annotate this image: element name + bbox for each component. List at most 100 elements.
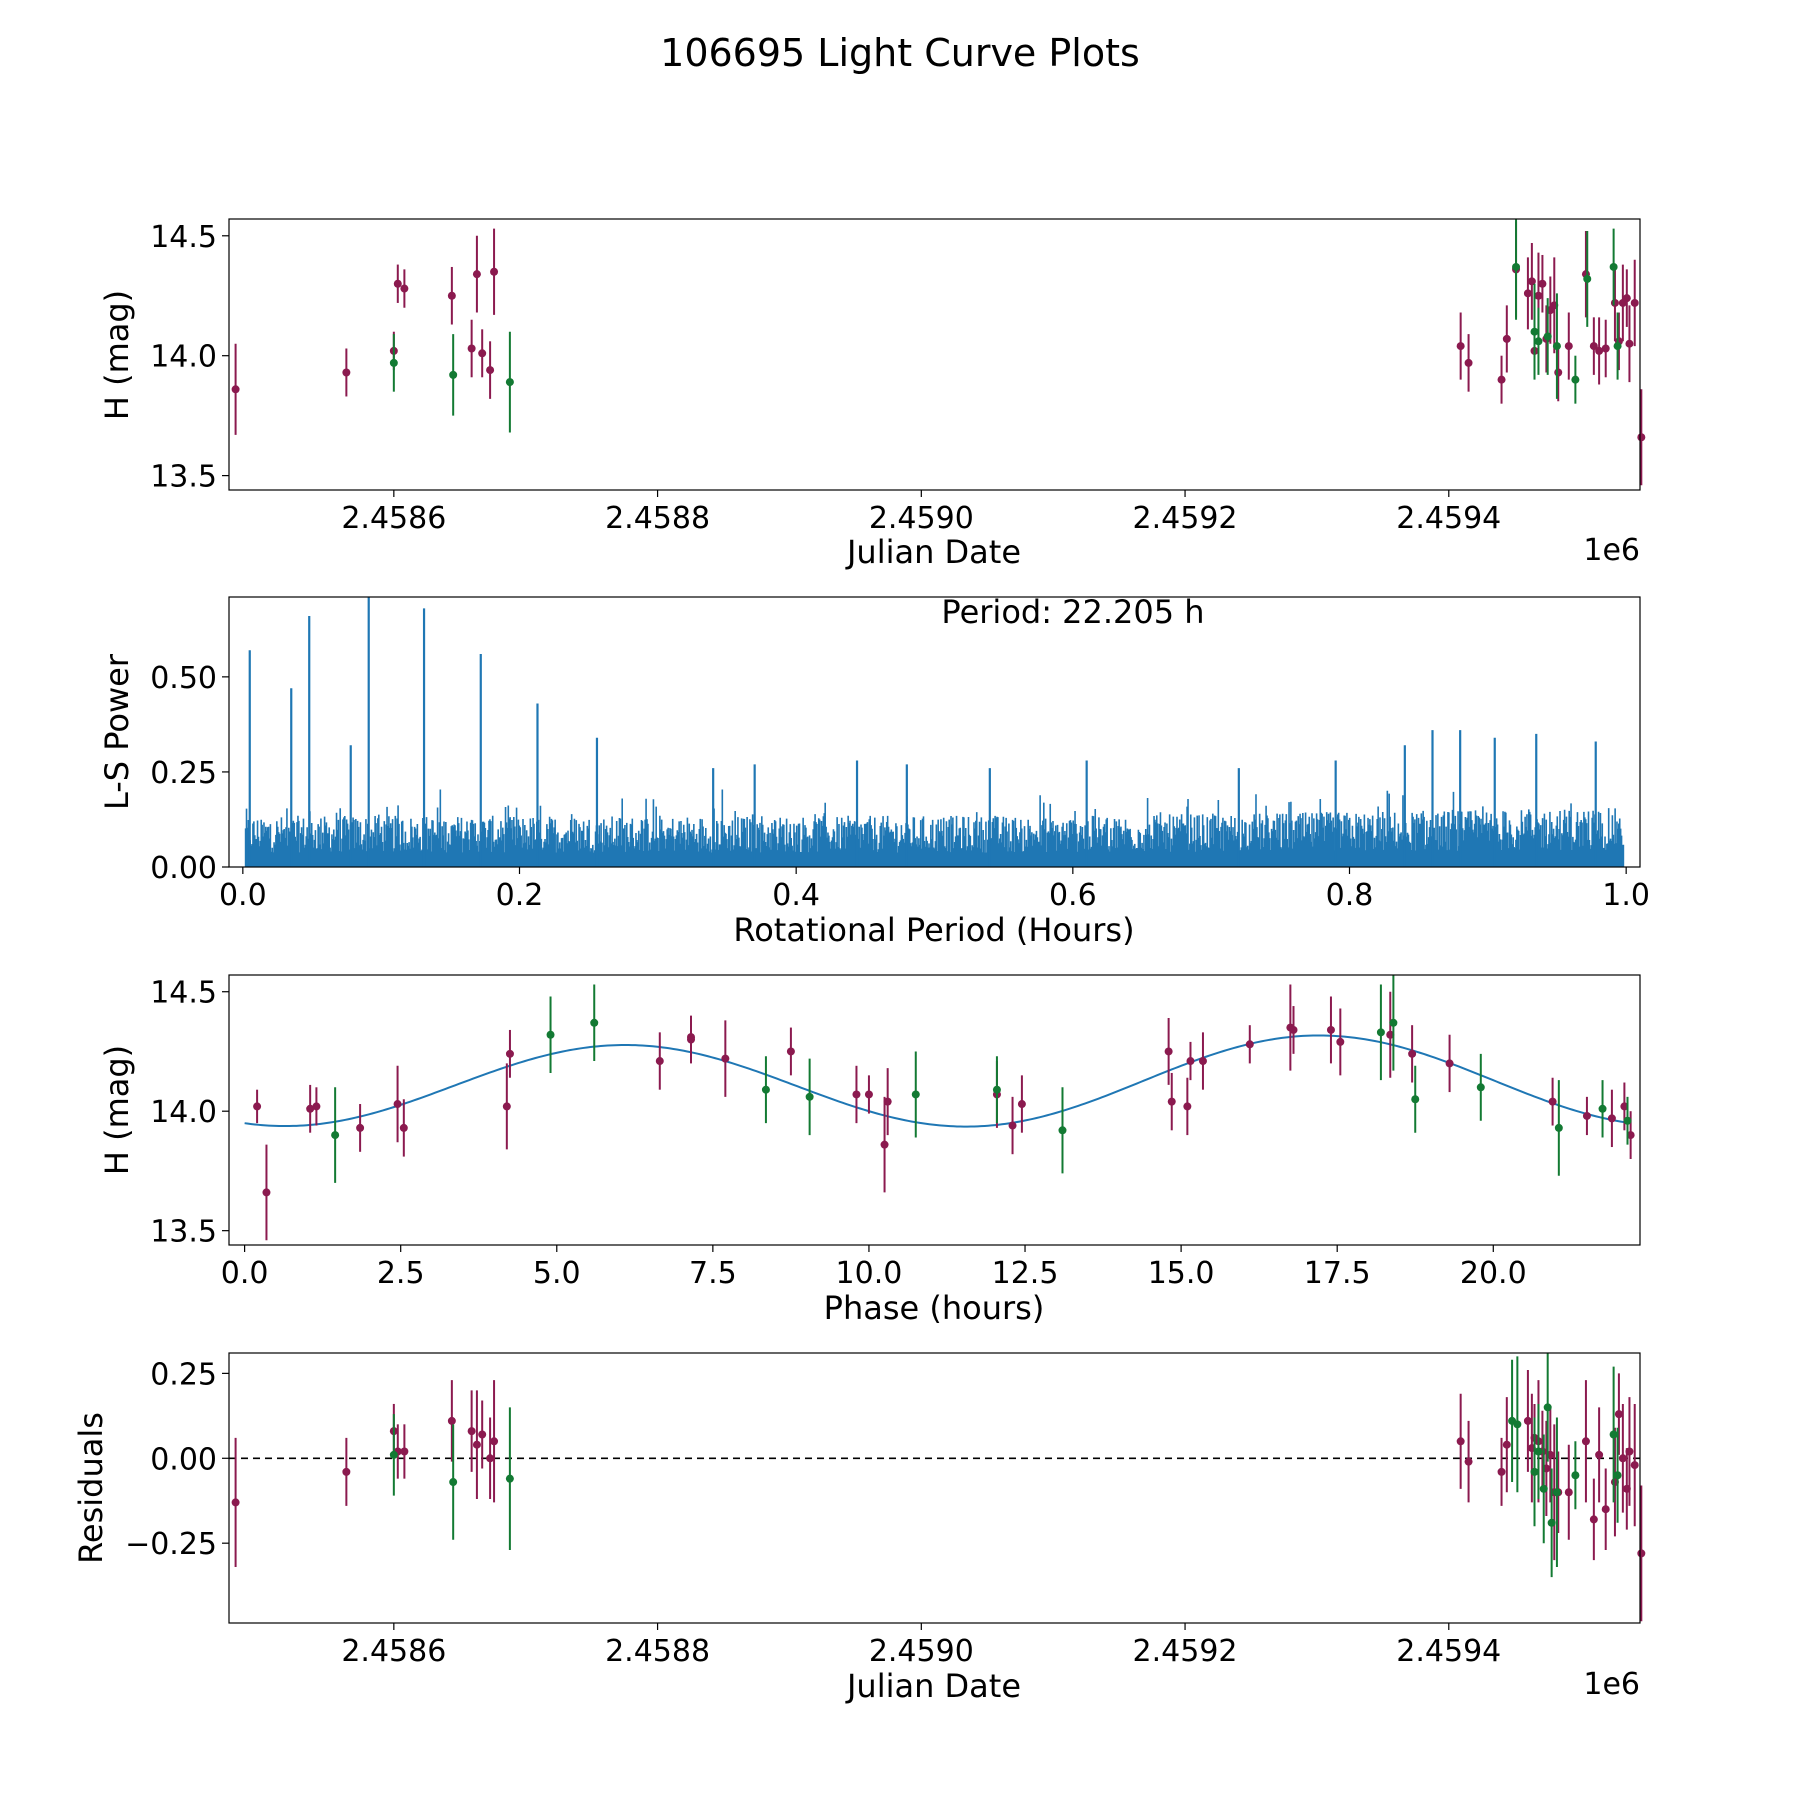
light-curve-point-r <box>1622 294 1631 303</box>
phased-xtick-label: 20.0 <box>1460 1256 1527 1291</box>
phased-point-r <box>1326 1025 1335 1034</box>
phased-ytick-label: 14.5 <box>150 976 217 1011</box>
phased-point-r <box>786 1047 795 1056</box>
phased-point-r <box>1408 1049 1417 1058</box>
residuals-point-r <box>467 1427 476 1436</box>
residuals-ytick-label: 0.25 <box>150 1357 217 1392</box>
periodogram-xtick-label: 0.2 <box>496 878 544 913</box>
periodogram-xtick-label: 0.0 <box>219 878 267 913</box>
phased-point-r <box>1245 1040 1254 1049</box>
phased-point-g <box>546 1030 555 1039</box>
residuals-point-g <box>505 1474 514 1483</box>
phased-point-r <box>306 1104 315 1113</box>
residuals-point-g <box>1571 1471 1580 1480</box>
residuals-point-r <box>1618 1454 1627 1463</box>
phased-point-r <box>505 1049 514 1058</box>
residuals-xtick-label: 2.4588 <box>605 1634 710 1669</box>
phased-point-r <box>1183 1102 1192 1111</box>
residuals-point-r <box>1581 1437 1590 1446</box>
phased-ylabel: H (mag) <box>98 1045 136 1175</box>
phased-point-g <box>1376 1028 1385 1037</box>
residuals-point-g <box>389 1450 398 1459</box>
light-curve-point-r <box>1527 277 1536 286</box>
phased-point-r <box>1582 1111 1591 1120</box>
light-curve-point-g <box>1552 342 1561 351</box>
residuals-point-r <box>1601 1505 1610 1514</box>
phased-point-g <box>992 1085 1001 1094</box>
phased-point-g <box>1598 1104 1607 1113</box>
phased-xtick-label: 12.5 <box>992 1256 1059 1291</box>
light-curve-point-g <box>1609 262 1618 271</box>
residuals-point-g <box>1534 1447 1543 1456</box>
light-curve-ytick-label: 14.0 <box>150 340 217 375</box>
phased-xtick-label: 2.5 <box>377 1256 425 1291</box>
phased-point-g <box>911 1090 920 1099</box>
phased-point-r <box>1198 1057 1207 1066</box>
light-curve-point-g <box>389 358 398 367</box>
residuals-point-g <box>1547 1518 1556 1527</box>
residuals-point-r <box>447 1416 456 1425</box>
phased-point-r <box>262 1188 271 1197</box>
residuals-point-g <box>1513 1420 1522 1429</box>
light-curve-ylabel: H (mag) <box>98 290 136 420</box>
light-curve-xtick-label: 2.4588 <box>605 501 710 536</box>
residuals-ytick-label: −0.25 <box>125 1527 217 1562</box>
periodogram-power-curve <box>244 789 1625 867</box>
light-curve-axes-frame <box>228 218 1641 491</box>
phased-ytick-label: 14.0 <box>150 1095 217 1130</box>
period-annotation: Period: 22.205 h <box>941 593 1204 631</box>
periodogram-ytick-label: 0.50 <box>150 661 217 696</box>
phased-point-g <box>1389 1018 1398 1027</box>
residuals-point-r <box>1497 1467 1506 1476</box>
light-curve-point-r <box>1637 433 1646 442</box>
residuals-panel: 2.4586 2.4588 2.4590 2.4592 2.4594 −0.25 0.00 0… <box>72 1352 1646 1705</box>
residuals-ylabel: Residuals <box>72 1412 110 1564</box>
light-curve-offset-label: 1e6 <box>1583 533 1640 568</box>
residuals-plot-area <box>229 1353 1646 1622</box>
light-curve-point-r <box>447 291 456 300</box>
phased-point-g <box>761 1085 770 1094</box>
phased-ytick-label: 13.5 <box>150 1215 217 1250</box>
residuals-point-r <box>472 1440 481 1449</box>
light-curve-point-r <box>467 344 476 353</box>
residuals-point-r <box>1630 1461 1639 1470</box>
phased-point-g <box>1554 1123 1563 1132</box>
light-curve-point-g <box>1512 262 1521 271</box>
phased-point-r <box>1445 1059 1454 1068</box>
periodogram-panel: 0.0 0.2 0.4 0.6 0.8 1.0 0.00 0.25 0.50 Rotationa… <box>98 593 1650 949</box>
light-curve-point-r <box>490 267 499 276</box>
light-curve-point-r <box>1464 358 1473 367</box>
residuals-point-r <box>1589 1515 1598 1524</box>
light-curve-point-r <box>1630 298 1639 307</box>
phased-point-r <box>502 1102 511 1111</box>
residuals-xtick-label: 2.4592 <box>1133 1634 1238 1669</box>
periodogram-axes-frame <box>228 596 1641 868</box>
light-curve-xlabel: Julian Date <box>845 533 1021 571</box>
residuals-point-r <box>342 1467 351 1476</box>
light-curve-point-g <box>1613 342 1622 351</box>
residuals-xtick-label: 2.4594 <box>1396 1634 1501 1669</box>
phased-point-r <box>399 1123 408 1132</box>
phased-point-r <box>253 1102 262 1111</box>
residuals-point-g <box>449 1478 458 1487</box>
light-curve-point-g <box>1583 274 1592 283</box>
periodogram-plot-area <box>244 597 1625 867</box>
light-curve-xtick-label: 2.4594 <box>1396 501 1501 536</box>
residuals-ytick-label: 0.00 <box>150 1442 217 1477</box>
light-curve-point-g <box>1534 337 1543 346</box>
phased-xtick-label: 7.5 <box>689 1256 737 1291</box>
light-curve-point-r <box>1538 279 1547 288</box>
residuals-point-g <box>1530 1467 1539 1476</box>
residuals-point-r <box>1625 1447 1634 1456</box>
phased-point-r <box>1548 1097 1557 1106</box>
light-curve-point-r <box>1497 375 1506 384</box>
phased-point-r <box>655 1057 664 1066</box>
phased-point-r <box>721 1054 730 1063</box>
light-curve-point-r <box>393 279 402 288</box>
light-curve-point-r <box>1502 334 1511 343</box>
figure-title: 106695 Light Curve Plots <box>660 31 1140 75</box>
phased-point-r <box>687 1035 696 1044</box>
light-curve-xtick-label: 2.4586 <box>341 501 446 536</box>
phased-point-r <box>1008 1121 1017 1130</box>
phased-point-r <box>1336 1037 1345 1046</box>
